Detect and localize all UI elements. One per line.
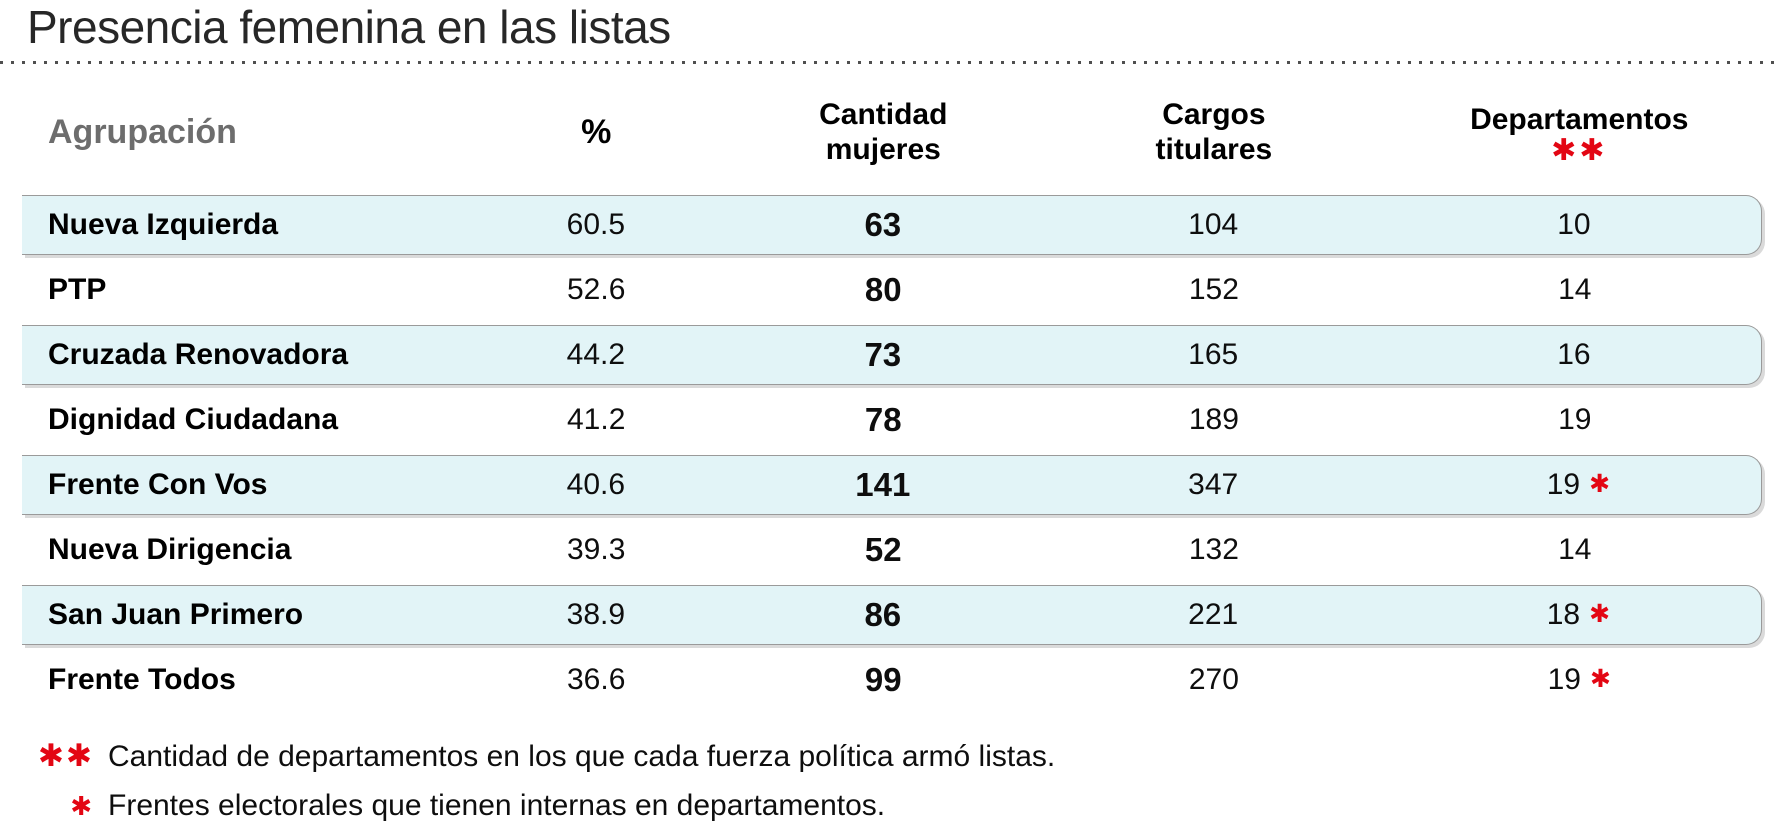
table-row: San Juan Primero 38.9 86 221 18 ✱ xyxy=(22,585,1762,645)
table-row: Nueva Izquierda 60.5 63 104 10 xyxy=(22,195,1762,255)
column-header-cargos-titulares: Cargos titulares xyxy=(1031,97,1396,167)
header-line: mujeres xyxy=(825,133,941,166)
header-line: Departamentos xyxy=(1470,102,1689,136)
cell-agrupacion: PTP xyxy=(48,273,107,306)
double-asterisk-icon: ✱✱ xyxy=(38,738,94,774)
cell-cantidad-mujeres: 141 xyxy=(855,466,911,503)
cell-cantidad-mujeres: 63 xyxy=(864,206,902,243)
cell-departamentos: 16 xyxy=(1396,338,1761,372)
cell-agrupacion: Nueva Izquierda xyxy=(48,208,279,241)
cell-agrupacion: Nueva Dirigencia xyxy=(48,533,292,566)
cell-agrupacion: Cruzada Renovadora xyxy=(48,338,349,371)
footnote-text: Cantidad de departamentos en los que cad… xyxy=(108,740,1056,773)
table-row: Frente Con Vos 40.6 141 347 19 ✱ xyxy=(22,455,1762,515)
cell-departamentos: 10 xyxy=(1396,208,1761,242)
cell-departamentos: 14 xyxy=(1397,533,1762,567)
cell-cargos-titulares: 104 xyxy=(1188,208,1239,241)
departamentos-value: 14 xyxy=(1558,273,1592,306)
departamentos-value: 10 xyxy=(1557,208,1591,241)
footnote-internas: ✱ Frentes electorales que tienen interna… xyxy=(30,788,1776,825)
departamentos-value: 16 xyxy=(1557,338,1591,371)
cell-cantidad-mujeres: 73 xyxy=(864,336,902,373)
cell-departamentos: 19 ✱ xyxy=(1397,663,1762,697)
table-row: PTP 52.6 80 152 14 xyxy=(22,260,1762,320)
header-line: titulares xyxy=(1155,133,1273,166)
header-line: Cargos xyxy=(1162,98,1266,131)
column-header-cantidad-mujeres: Cantidad mujeres xyxy=(735,97,1031,167)
cell-cargos-titulares: 270 xyxy=(1188,663,1239,696)
table-row: Dignidad Ciudadana 41.2 78 189 19 xyxy=(22,390,1762,450)
departamentos-value: 18 xyxy=(1546,598,1581,631)
cell-departamentos: 19 ✱ xyxy=(1396,468,1761,502)
asterisk-icon: ✱ xyxy=(1589,599,1611,628)
asterisk-icon: ✱ xyxy=(70,792,94,822)
page-title: Presencia femenina en las listas xyxy=(27,1,671,53)
cell-agrupacion: Dignidad Ciudadana xyxy=(48,403,339,436)
table-row: Nueva Dirigencia 39.3 52 132 14 xyxy=(22,520,1762,580)
departamentos-value: 19 xyxy=(1558,403,1592,436)
cell-percent: 52.6 xyxy=(567,273,626,306)
asterisk-icon: ✱ xyxy=(1589,664,1611,693)
cell-cargos-titulares: 152 xyxy=(1188,273,1239,306)
table-header-row: Agrupación % Cantidad mujeres Cargos tit… xyxy=(22,82,1762,182)
data-table: Agrupación % Cantidad mujeres Cargos tit… xyxy=(22,82,1762,710)
cell-percent: 60.5 xyxy=(566,208,626,241)
column-header-departamentos: Departamentos ✱✱ xyxy=(1397,102,1762,168)
cell-agrupacion: San Juan Primero xyxy=(48,598,304,631)
dotted-divider xyxy=(0,61,1776,64)
cell-percent: 38.9 xyxy=(566,598,626,631)
footnote-text: Frentes electorales que tienen internas … xyxy=(108,789,886,822)
cell-departamentos: 19 xyxy=(1397,403,1762,437)
departamentos-value: 19 xyxy=(1547,663,1581,696)
footnote-departamentos: ✱✱ Cantidad de departamentos en los que … xyxy=(30,738,1776,775)
cell-agrupacion: Frente Todos xyxy=(48,663,236,696)
cell-agrupacion: Frente Con Vos xyxy=(48,468,268,501)
cell-departamentos: 18 ✱ xyxy=(1396,598,1761,632)
departamentos-value: 14 xyxy=(1558,533,1592,566)
footnotes: ✱✱ Cantidad de departamentos en los que … xyxy=(30,738,1776,825)
table-body: Nueva Izquierda 60.5 63 104 10 PTP 52.6 … xyxy=(22,195,1762,710)
cell-cargos-titulares: 221 xyxy=(1188,598,1239,631)
cell-percent: 41.2 xyxy=(567,403,626,436)
table-row: Frente Todos 36.6 99 270 19 ✱ xyxy=(22,650,1762,710)
cell-cargos-titulares: 347 xyxy=(1188,468,1239,501)
asterisk-icon: ✱ xyxy=(1589,469,1611,498)
cell-cantidad-mujeres: 99 xyxy=(864,661,902,698)
table-row: Cruzada Renovadora 44.2 73 165 16 xyxy=(22,325,1762,385)
cell-cargos-titulares: 189 xyxy=(1188,403,1239,436)
cell-cantidad-mujeres: 78 xyxy=(864,401,902,438)
cell-cargos-titulares: 132 xyxy=(1188,533,1239,566)
cell-percent: 44.2 xyxy=(566,338,626,371)
cell-cantidad-mujeres: 86 xyxy=(864,596,902,633)
cell-cantidad-mujeres: 80 xyxy=(864,271,902,308)
cell-percent: 40.6 xyxy=(566,468,626,501)
cell-percent: 39.3 xyxy=(567,533,626,566)
double-asterisk-icon: ✱✱ xyxy=(1551,132,1608,168)
column-header-agrupacion: Agrupación xyxy=(48,112,237,151)
header-line: Cantidad xyxy=(819,98,948,131)
cell-departamentos: 14 xyxy=(1397,273,1762,307)
cell-percent: 36.6 xyxy=(567,663,626,696)
cell-cantidad-mujeres: 52 xyxy=(864,531,902,568)
departamentos-value: 19 xyxy=(1546,468,1581,501)
cell-cargos-titulares: 165 xyxy=(1188,338,1239,371)
column-header-percent: % xyxy=(581,112,612,151)
